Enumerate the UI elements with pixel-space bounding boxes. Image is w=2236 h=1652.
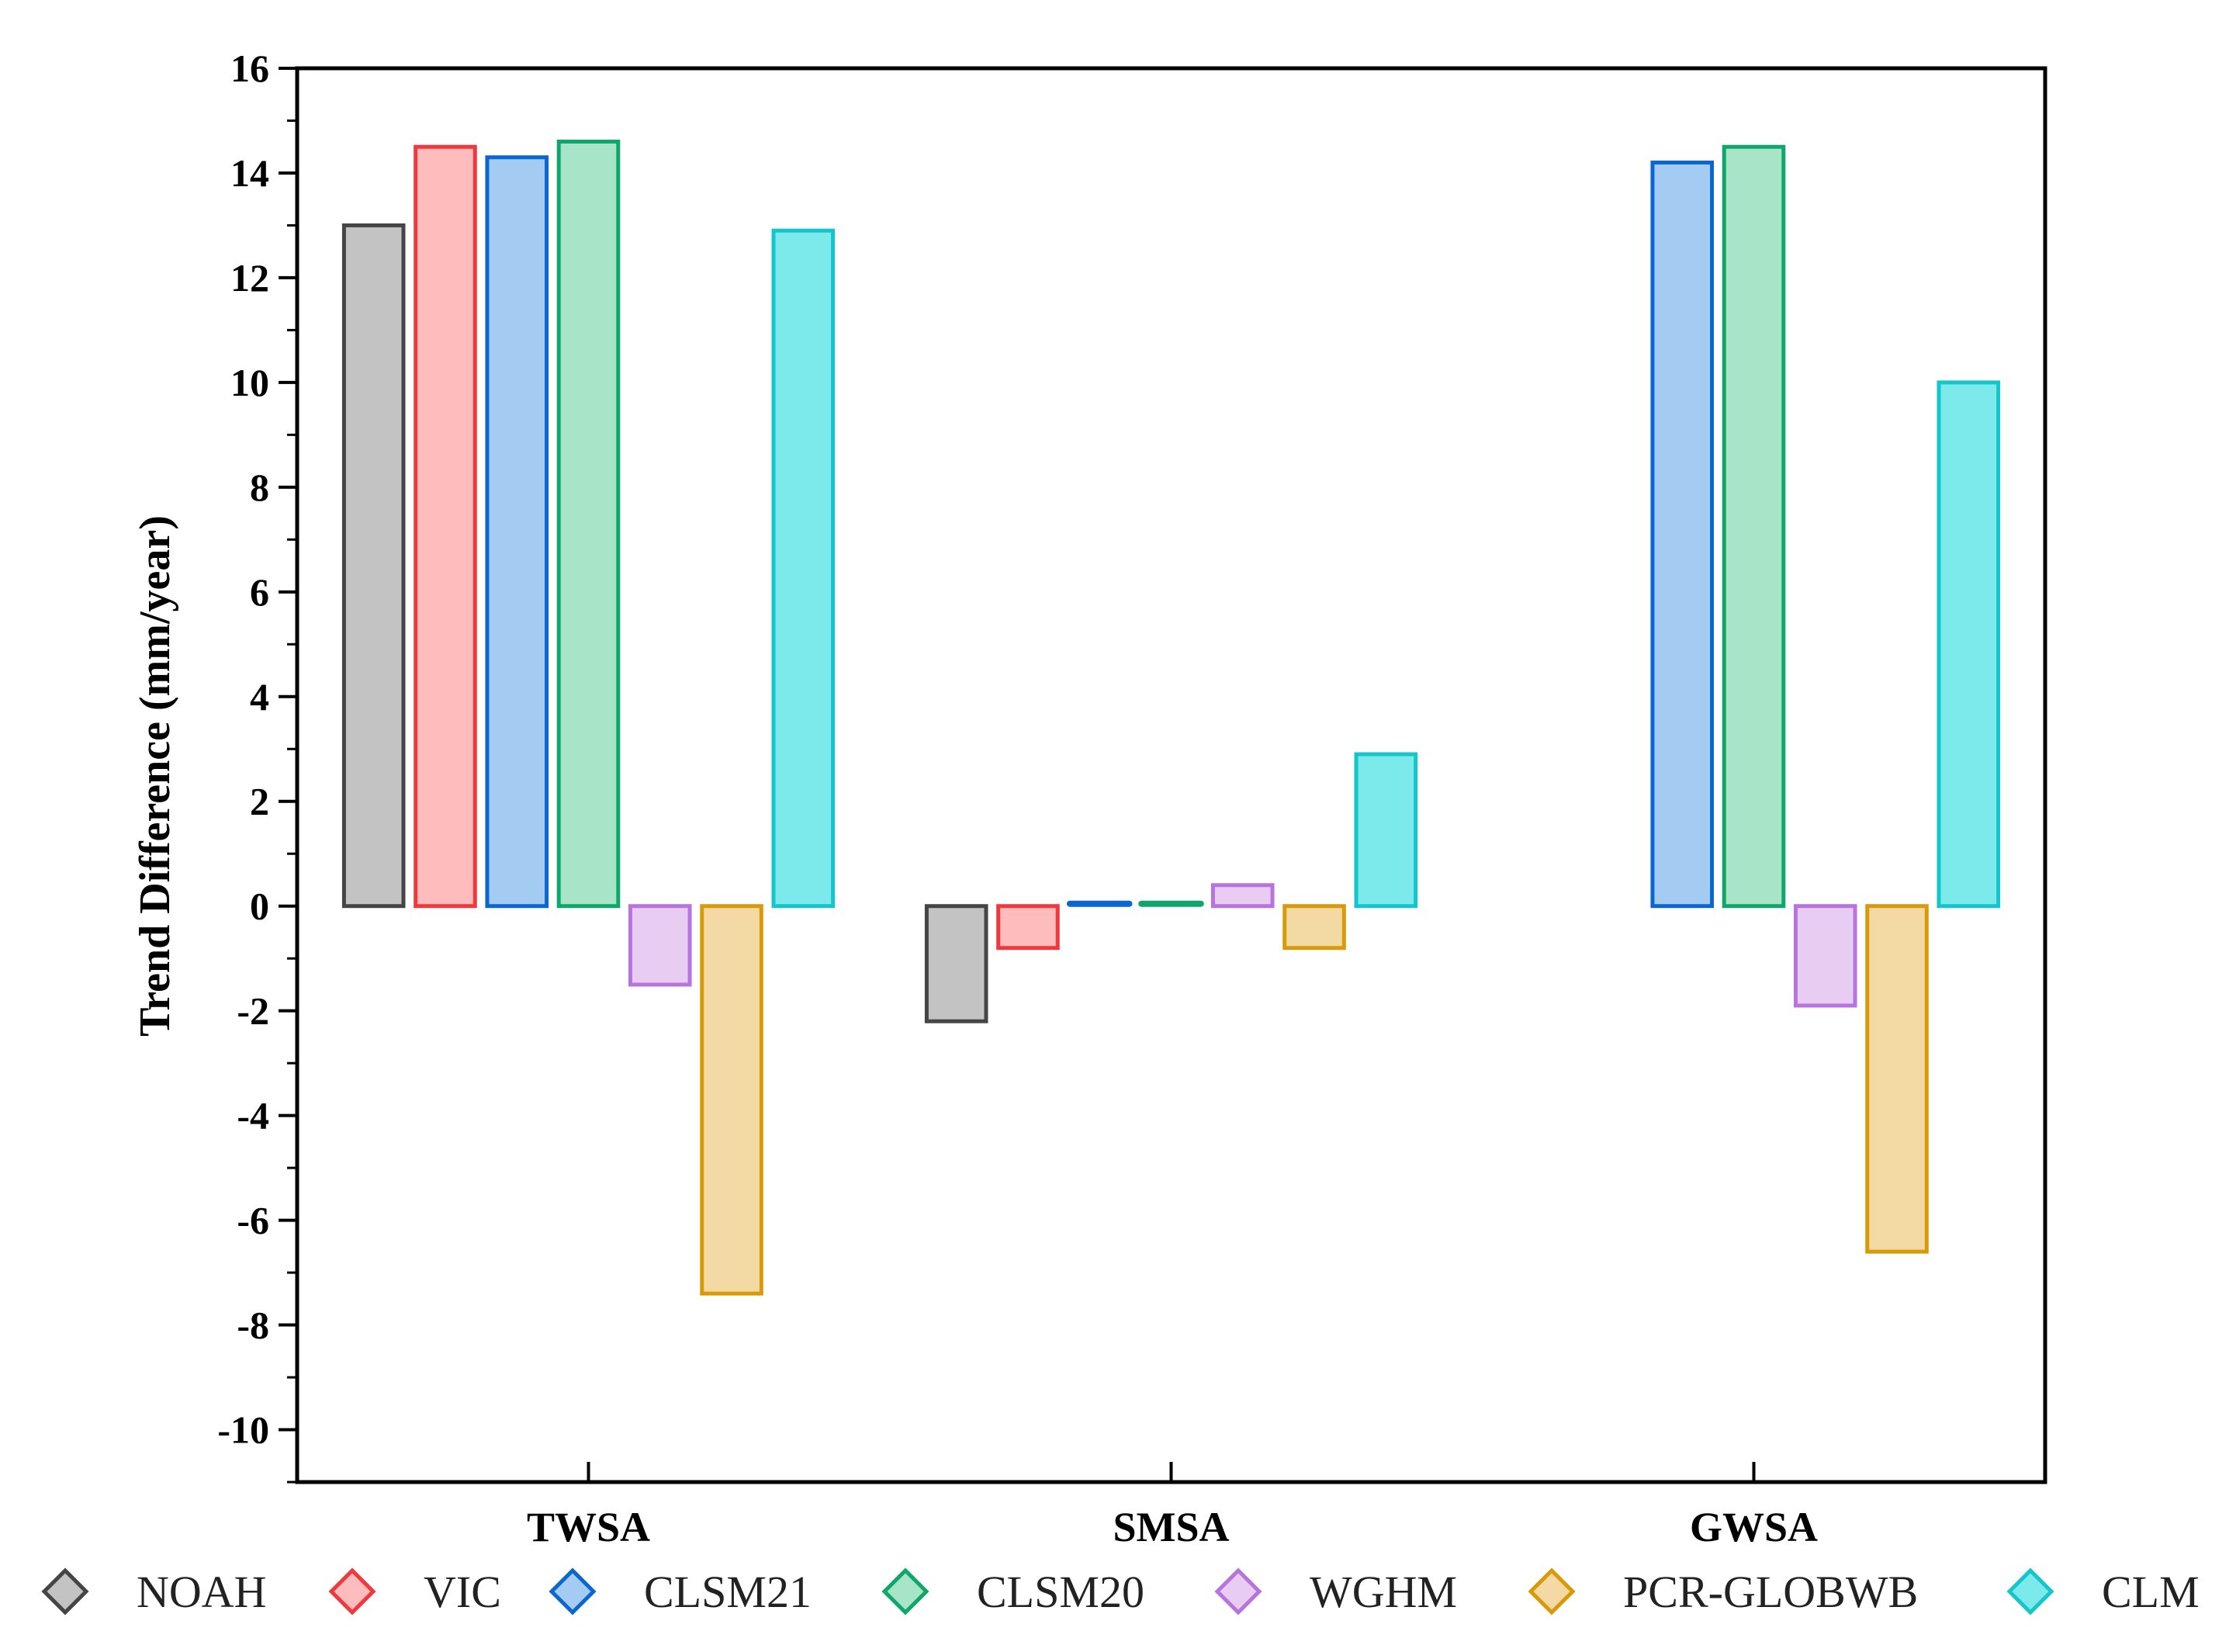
legend-label-clm: CLM [2102, 1567, 2200, 1617]
bar-pcr-globwb-twsa [700, 904, 763, 1296]
bar-noah-smsa [924, 904, 988, 1023]
bar-clsm20-twsa [556, 139, 621, 909]
y-tick-label: 4 [250, 675, 269, 719]
y-tick-label: 10 [230, 361, 269, 404]
y-tick-label: -2 [237, 989, 269, 1033]
bar-clsm21-gwsa [1650, 160, 1715, 909]
legend-label-clsm21: CLSM21 [644, 1567, 812, 1617]
bar-clm-smsa [1354, 752, 1418, 909]
bar-pcr-globwb-smsa [1282, 904, 1346, 951]
y-tick-label: -6 [237, 1199, 269, 1242]
y-tick-label: 0 [250, 885, 269, 928]
bar-clm-twsa [771, 228, 836, 909]
y-tick-label: 6 [250, 570, 269, 614]
legend-label-wghm: WGHM [1310, 1567, 1457, 1617]
bar-wghm-twsa [628, 904, 692, 987]
legend-label-pcr-globwb: PCR-GLOBWB [1623, 1567, 1918, 1617]
legend-marker-clsm20 [881, 1567, 929, 1616]
y-tick-label: 12 [230, 256, 269, 300]
y-tick-label: -8 [237, 1304, 269, 1347]
y-tick-label: -10 [217, 1408, 269, 1452]
bar-wghm-gwsa [1793, 904, 1857, 1008]
legend-marker-noah [41, 1567, 89, 1616]
y-tick-label: 2 [250, 780, 269, 823]
bar-noah-twsa [341, 223, 406, 909]
legend-marker-vic [328, 1567, 376, 1616]
bar-vic-twsa [414, 144, 477, 909]
bars-group [341, 139, 2001, 1296]
x-tick-label: TWSA [527, 1504, 650, 1550]
legend-label-noah: NOAH [137, 1567, 267, 1617]
y-axis-label: Trend Difference (mm/year) [131, 515, 179, 1037]
bar-clm-gwsa [1937, 380, 2001, 909]
legend-marker-clm [2006, 1567, 2054, 1616]
x-tick-label: GWSA [1690, 1504, 1818, 1550]
bar-pcr-globwb-gwsa [1865, 904, 1929, 1254]
legend-label-vic: VIC [424, 1567, 501, 1617]
y-tick-label: 14 [230, 151, 269, 195]
legend-label-clsm20: CLSM20 [977, 1567, 1144, 1617]
legend-marker-wghm [1214, 1567, 1262, 1616]
bar-clsm21-twsa [485, 155, 549, 909]
legend-marker-clsm21 [549, 1567, 597, 1616]
y-tick-label: -4 [237, 1094, 269, 1138]
y-tick-label: 8 [250, 466, 269, 509]
bar-clsm20-gwsa [1722, 144, 1786, 909]
ticks-group: 16 14 12 10 8 6 4 2 0 -2 -4 -6 -8 -10 TWSA SMSA GWSA [217, 47, 1818, 1550]
bar-vic-smsa [996, 904, 1060, 951]
legend: NOAH VIC CLSM21 CLSM20 WGHM PCR-GLOBWB CLM [41, 1567, 2200, 1617]
legend-marker-pcr-globwb [1528, 1567, 1576, 1616]
y-tick-label: 16 [230, 47, 269, 90]
x-tick-label: SMSA [1113, 1504, 1229, 1550]
bar-wghm-smsa [1210, 883, 1275, 909]
